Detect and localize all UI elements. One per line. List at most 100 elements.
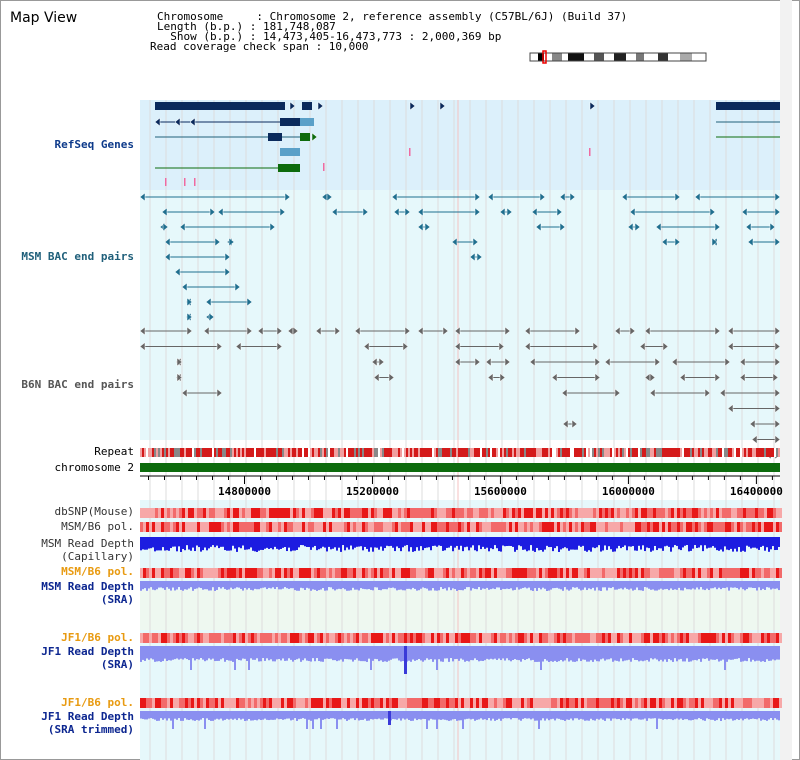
msm-depth-sra-bar [680,581,682,591]
msm-depth-capillary-bar [490,537,492,549]
repeat-segment [550,448,552,457]
jf1-depth-sra-bar [616,646,618,661]
jf1-depth-trimmed-bar [360,711,362,720]
track-label-msm-bac[interactable]: MSM BAC end pairs [21,250,134,263]
msm-b6-pol-cell [452,522,455,532]
jf1-depth-trimmed-bar [278,711,280,720]
dbsnp-cell [335,508,338,518]
msm-b6-pol-cell [512,568,515,578]
msm-depth-capillary-bar [196,537,198,546]
msm-b6-pol-cell [533,522,536,532]
msm-depth-sra-bar [298,581,300,591]
jf1-depth-sra-bar [410,646,412,662]
repeat-segment [560,448,562,457]
repeat-segment [400,448,402,457]
repeat-segment [718,448,720,457]
dbsnp-cell [428,508,431,518]
msm-b6-pol-cell [278,522,281,532]
jf1-b6-pol-cell [449,698,452,708]
msm-depth-capillary-bar [580,537,582,547]
msm-b6-pol-cell [590,568,593,578]
jf1-depth-sra-bar [320,646,322,662]
jf1-b6-pol-cell [419,698,422,708]
jf1-b6-pol-cell [248,633,251,643]
msm-depth-sra-bar [522,581,524,588]
msm-depth-sra-bar [352,581,354,588]
msm-depth-sra-bar [500,581,502,590]
msm-depth-sra-bar [332,581,334,590]
b6n-bac-end [474,357,481,367]
repeat-segment [388,448,390,457]
jf1-depth-trimmed-bar [598,711,600,720]
msm-b6-pol-cell [665,568,668,578]
msm-b6-pol-cell [236,568,239,578]
jf1-b6-pol-cell [275,633,278,643]
jf1-depth-trimmed-bar [660,711,662,719]
repeat-segment [302,448,304,457]
msm-depth-sra-bar [532,581,534,591]
repeat-segment [482,448,484,457]
jf1-b6-pol-cell [551,633,554,643]
jf1-depth-sra-bar [466,646,468,661]
repeat-segment [458,448,460,457]
jf1-depth-trimmed-bar [744,711,746,719]
dbsnp-cell [545,508,548,518]
jf1-b6-pol-cell [731,698,734,708]
jf1-depth-sra-bar [440,646,442,662]
msm-b6-pol-cell [188,568,191,578]
repeat-segment [618,448,620,457]
msm-b6-pol-cell [671,522,674,532]
track-label-refseq[interactable]: RefSeq Genes [54,138,134,151]
msm-depth-capillary-bar [336,537,338,551]
track-label-b6n-bac[interactable]: B6N BAC end pairs [21,378,134,391]
jf1-depth-sra-bar [342,646,344,662]
jf1-b6-pol-cell [386,633,389,643]
msm-depth-sra-bar [384,581,386,590]
jf1-b6-pol-cell [611,633,614,643]
repeat-segment [774,448,776,457]
jf1-b6-pol-cell [287,633,290,643]
jf1-depth-trimmed-bar [648,711,650,719]
jf1-depth-trimmed-bar [616,711,618,720]
jf1-depth-sra-bar [682,646,684,662]
msm-depth-capillary-bar [526,537,528,552]
jf1-b6-pol-cell [734,633,737,643]
jf1-depth-sra-bar [314,646,316,662]
msm-depth-capillary-bar [694,537,696,546]
msm-depth-sra-bar [580,581,582,591]
dbsnp-cell [731,508,734,518]
msm-b6-pol-cell [203,568,206,578]
jf1-depth-trimmed-bar [264,711,266,719]
msm-depth-capillary-bar [482,537,484,547]
jf1-b6-pol-cell [368,633,371,643]
msm-b6-pol-cell [158,568,161,578]
b6n-bac-end [504,357,511,367]
jf1-depth-sra-bar [396,646,398,659]
repeat-segment [724,448,726,457]
repeat-segment [184,448,186,457]
b6n-bac-end [614,388,621,398]
dbsnp-cell [692,508,695,518]
jf1-b6-pol-cell [179,633,182,643]
msm-depth-capillary-bar [634,537,636,551]
jf1-b6-pol-cell [461,633,464,643]
jf1-b6-pol-cell [302,698,305,708]
msm-depth-sra-bar [620,581,622,589]
jf1-depth-trimmed-bar [496,711,498,720]
msm-depth-sra-bar [216,581,218,590]
msm-depth-sra-bar [176,581,178,590]
repeat-segment [304,448,306,457]
jf1-depth-sra-bar [542,646,544,662]
repeat-segment [694,448,696,457]
jf1-depth-sra-bar [330,646,332,659]
msm-b6-pol-cell [656,522,659,532]
jf1-b6-pol-cell [275,698,278,708]
msm-bac-end [174,267,181,277]
msm-b6-pol-cell [170,568,173,578]
msm-depth-capillary-bar [236,537,238,552]
msm-depth-capillary-bar [148,537,150,549]
jf1-b6-pol-cell [608,698,611,708]
jf1-b6-pol-cell [224,698,227,708]
jf1-depth-trimmed-bar [314,711,316,720]
